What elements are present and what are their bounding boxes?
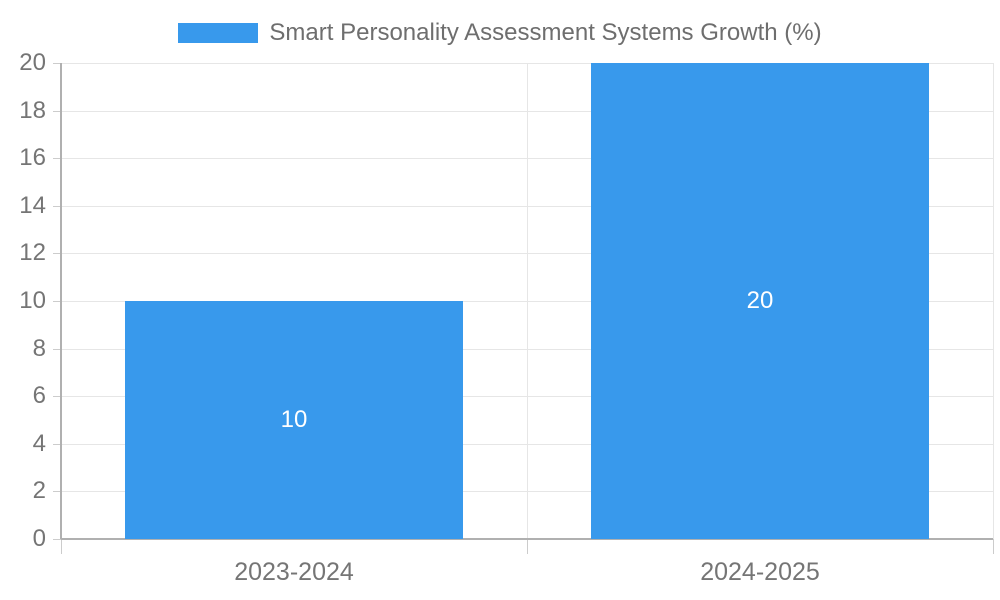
x-axis-tick — [993, 539, 994, 554]
y-axis-tick-label: 18 — [19, 97, 46, 124]
y-axis-tick-label: 10 — [19, 287, 46, 314]
legend-label: Smart Personality Assessment Systems Gro… — [269, 19, 822, 46]
bar-2024-2025[interactable]: 20 — [591, 63, 929, 539]
y-axis-tick-label: 16 — [19, 144, 46, 171]
y-axis-tick-label: 12 — [19, 239, 46, 266]
x-gridline — [527, 63, 528, 539]
y-axis-tick — [53, 444, 61, 445]
y-axis-tick-label: 14 — [19, 192, 46, 219]
y-axis-tick-label: 6 — [32, 382, 46, 409]
x-axis-category-label: 2024-2025 — [700, 558, 820, 586]
y-axis-tick-label: 8 — [32, 335, 46, 362]
x-axis-tick — [61, 539, 62, 554]
chart-legend[interactable]: Smart Personality Assessment Systems Gro… — [0, 19, 1000, 46]
y-axis-tick-label: 4 — [32, 430, 46, 457]
y-axis-tick — [53, 491, 61, 492]
y-axis-tick — [53, 63, 61, 64]
x-axis-tick — [527, 539, 528, 554]
y-axis-tick-label: 2 — [32, 477, 46, 504]
y-axis-tick — [53, 158, 61, 159]
y-axis-tick-label: 20 — [19, 49, 46, 76]
y-axis-tick — [53, 253, 61, 254]
x-axis-category-label: 2023-2024 — [234, 558, 354, 586]
y-axis-tick — [53, 111, 61, 112]
x-axis-baseline — [61, 538, 993, 540]
y-axis-line — [60, 63, 62, 539]
x-gridline — [993, 63, 994, 539]
y-axis-tick — [53, 349, 61, 350]
y-axis-tick — [53, 539, 61, 540]
y-axis-tick — [53, 301, 61, 302]
bar-value-label: 20 — [746, 287, 774, 314]
y-axis-tick-label: 0 — [32, 525, 46, 552]
bar-value-label: 10 — [280, 406, 308, 433]
legend-swatch — [178, 23, 259, 43]
y-axis-tick — [53, 396, 61, 397]
y-axis-tick — [53, 206, 61, 207]
bar-2023-2024[interactable]: 10 — [125, 301, 463, 539]
